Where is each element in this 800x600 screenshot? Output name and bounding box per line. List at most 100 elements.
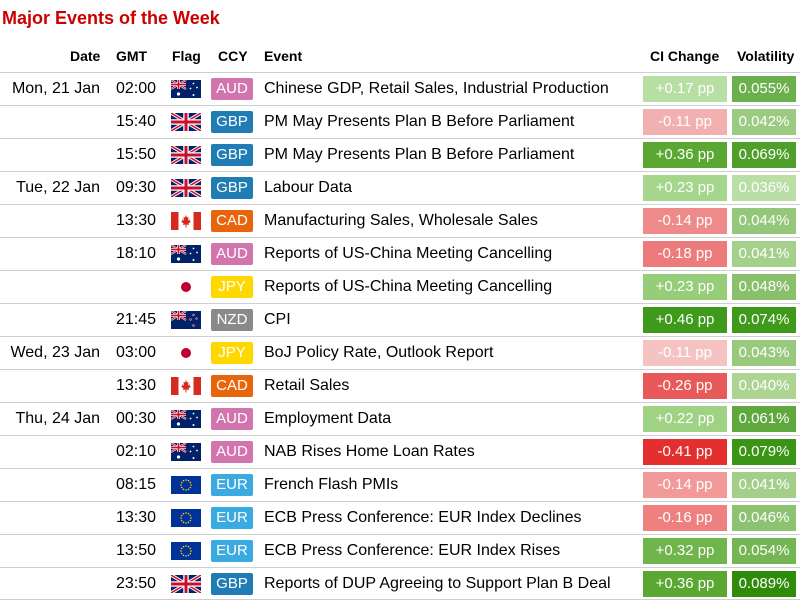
currency-badge: JPY — [211, 342, 253, 364]
volatility-badge: 0.043% — [732, 340, 796, 366]
table-row: 13:30 CAD Retail Sales -0.26 pp 0.040% — [0, 369, 800, 402]
row-date: Thu, 24 Jan — [15, 410, 101, 427]
table-row: 18:10 AUD Reports of US-China Meeting Ca… — [0, 237, 800, 270]
header-flag: Flag — [172, 48, 201, 64]
table-row: 13:50 EUR ECB Press Conference: EUR Inde… — [0, 534, 800, 567]
ci-change-badge: -0.14 pp — [643, 208, 727, 234]
row-gmt: 13:50 — [116, 542, 157, 559]
header-volatility: Volatility — [737, 48, 795, 64]
australia-flag-icon — [171, 443, 201, 461]
table-row: Wed, 23 Jan 03:00 JPY BoJ Policy Rate, O… — [0, 336, 800, 369]
table-header: Date GMT Flag CCY Event CI Change Volati… — [0, 44, 800, 70]
eu-flag-icon — [171, 509, 201, 527]
uk-flag-icon — [171, 113, 201, 131]
ci-change-badge: -0.41 pp — [643, 439, 727, 465]
table-row: Tue, 22 Jan 09:30 GBP Labour Data +0.23 … — [0, 171, 800, 204]
uk-flag-icon — [171, 179, 201, 197]
row-gmt: 15:50 — [116, 146, 157, 163]
currency-badge: NZD — [211, 309, 253, 331]
uk-flag-icon — [171, 146, 201, 164]
volatility-badge: 0.089% — [732, 571, 796, 597]
table-row: 23:50 GBP Reports of DUP Agreeing to Sup… — [0, 567, 800, 600]
ci-change-badge: -0.18 pp — [643, 241, 727, 267]
volatility-badge: 0.046% — [732, 505, 796, 531]
currency-badge: AUD — [211, 243, 253, 265]
table-row: JPY Reports of US-China Meeting Cancelli… — [0, 270, 800, 303]
table-row: 15:50 GBP PM May Presents Plan B Before … — [0, 138, 800, 171]
canada-flag-icon — [171, 212, 201, 230]
row-event: Reports of DUP Agreeing to Support Plan … — [264, 575, 611, 592]
currency-badge: AUD — [211, 78, 253, 100]
row-gmt: 08:15 — [116, 476, 157, 493]
japan-flag-icon — [171, 344, 201, 362]
volatility-badge: 0.054% — [732, 538, 796, 564]
volatility-badge: 0.041% — [732, 241, 796, 267]
ci-change-badge: +0.36 pp — [643, 571, 727, 597]
ci-change-badge: +0.32 pp — [643, 538, 727, 564]
currency-badge: AUD — [211, 441, 253, 463]
row-event: BoJ Policy Rate, Outlook Report — [264, 344, 494, 361]
row-event: NAB Rises Home Loan Rates — [264, 443, 475, 460]
header-date: Date — [70, 48, 101, 64]
australia-flag-icon — [171, 80, 201, 98]
volatility-badge: 0.069% — [732, 142, 796, 168]
row-gmt: 13:30 — [116, 509, 157, 526]
row-gmt: 18:10 — [116, 245, 157, 262]
currency-badge: CAD — [211, 375, 253, 397]
table-row: 02:10 AUD NAB Rises Home Loan Rates -0.4… — [0, 435, 800, 468]
volatility-badge: 0.042% — [732, 109, 796, 135]
row-event: Reports of US-China Meeting Cancelling — [264, 245, 553, 262]
ci-change-badge: +0.23 pp — [643, 274, 727, 300]
volatility-badge: 0.041% — [732, 472, 796, 498]
currency-badge: EUR — [211, 507, 253, 529]
row-gmt: 13:30 — [116, 377, 157, 394]
row-date: Mon, 21 Jan — [11, 80, 100, 97]
ci-change-badge: +0.22 pp — [643, 406, 727, 432]
ci-change-badge: -0.26 pp — [643, 373, 727, 399]
row-event: French Flash PMIs — [264, 476, 399, 493]
eu-flag-icon — [171, 542, 201, 560]
volatility-badge: 0.044% — [732, 208, 796, 234]
ci-change-badge: -0.11 pp — [643, 109, 727, 135]
ci-change-badge: +0.46 pp — [643, 307, 727, 333]
ci-change-badge: +0.36 pp — [643, 142, 727, 168]
row-gmt: 02:10 — [116, 443, 157, 460]
row-gmt: 15:40 — [116, 113, 157, 130]
row-event: Chinese GDP, Retail Sales, Industrial Pr… — [264, 80, 609, 97]
currency-badge: JPY — [211, 276, 253, 298]
table-row: 13:30 EUR ECB Press Conference: EUR Inde… — [0, 501, 800, 534]
currency-badge: GBP — [211, 111, 253, 133]
ci-change-badge: -0.14 pp — [643, 472, 727, 498]
row-event: Labour Data — [264, 179, 353, 196]
header-gmt: GMT — [116, 48, 148, 64]
row-event: ECB Press Conference: EUR Index Rises — [264, 542, 561, 559]
volatility-badge: 0.040% — [732, 373, 796, 399]
japan-flag-icon — [171, 278, 201, 296]
row-date: Tue, 22 Jan — [16, 179, 100, 196]
header-event: Event — [264, 48, 303, 64]
volatility-badge: 0.055% — [732, 76, 796, 102]
ci-change-badge: +0.17 pp — [643, 76, 727, 102]
currency-badge: AUD — [211, 408, 253, 430]
row-event: Reports of US-China Meeting Cancelling — [264, 278, 553, 295]
row-gmt: 09:30 — [116, 179, 157, 196]
row-event: Retail Sales — [264, 377, 350, 394]
volatility-badge: 0.074% — [732, 307, 796, 333]
header-ccy: CCY — [218, 48, 248, 64]
row-gmt: 02:00 — [116, 80, 157, 97]
new-zealand-flag-icon — [171, 311, 201, 329]
table-row: 21:45 NZD CPI +0.46 pp 0.074% — [0, 303, 800, 336]
row-gmt: 03:00 — [116, 344, 157, 361]
row-date: Wed, 23 Jan — [10, 344, 100, 361]
canada-flag-icon — [171, 377, 201, 395]
row-event: CPI — [264, 311, 291, 328]
row-gmt: 00:30 — [116, 410, 157, 427]
australia-flag-icon — [171, 410, 201, 428]
ci-change-badge: -0.16 pp — [643, 505, 727, 531]
currency-badge: EUR — [211, 540, 253, 562]
table-row: Thu, 24 Jan 00:30 AUD Employment Data +0… — [0, 402, 800, 435]
table-row: Mon, 21 Jan 02:00 AUD Chinese GDP, Retai… — [0, 72, 800, 105]
ci-change-badge: -0.11 pp — [643, 340, 727, 366]
currency-badge: GBP — [211, 177, 253, 199]
table-row: 13:30 CAD Manufacturing Sales, Wholesale… — [0, 204, 800, 237]
